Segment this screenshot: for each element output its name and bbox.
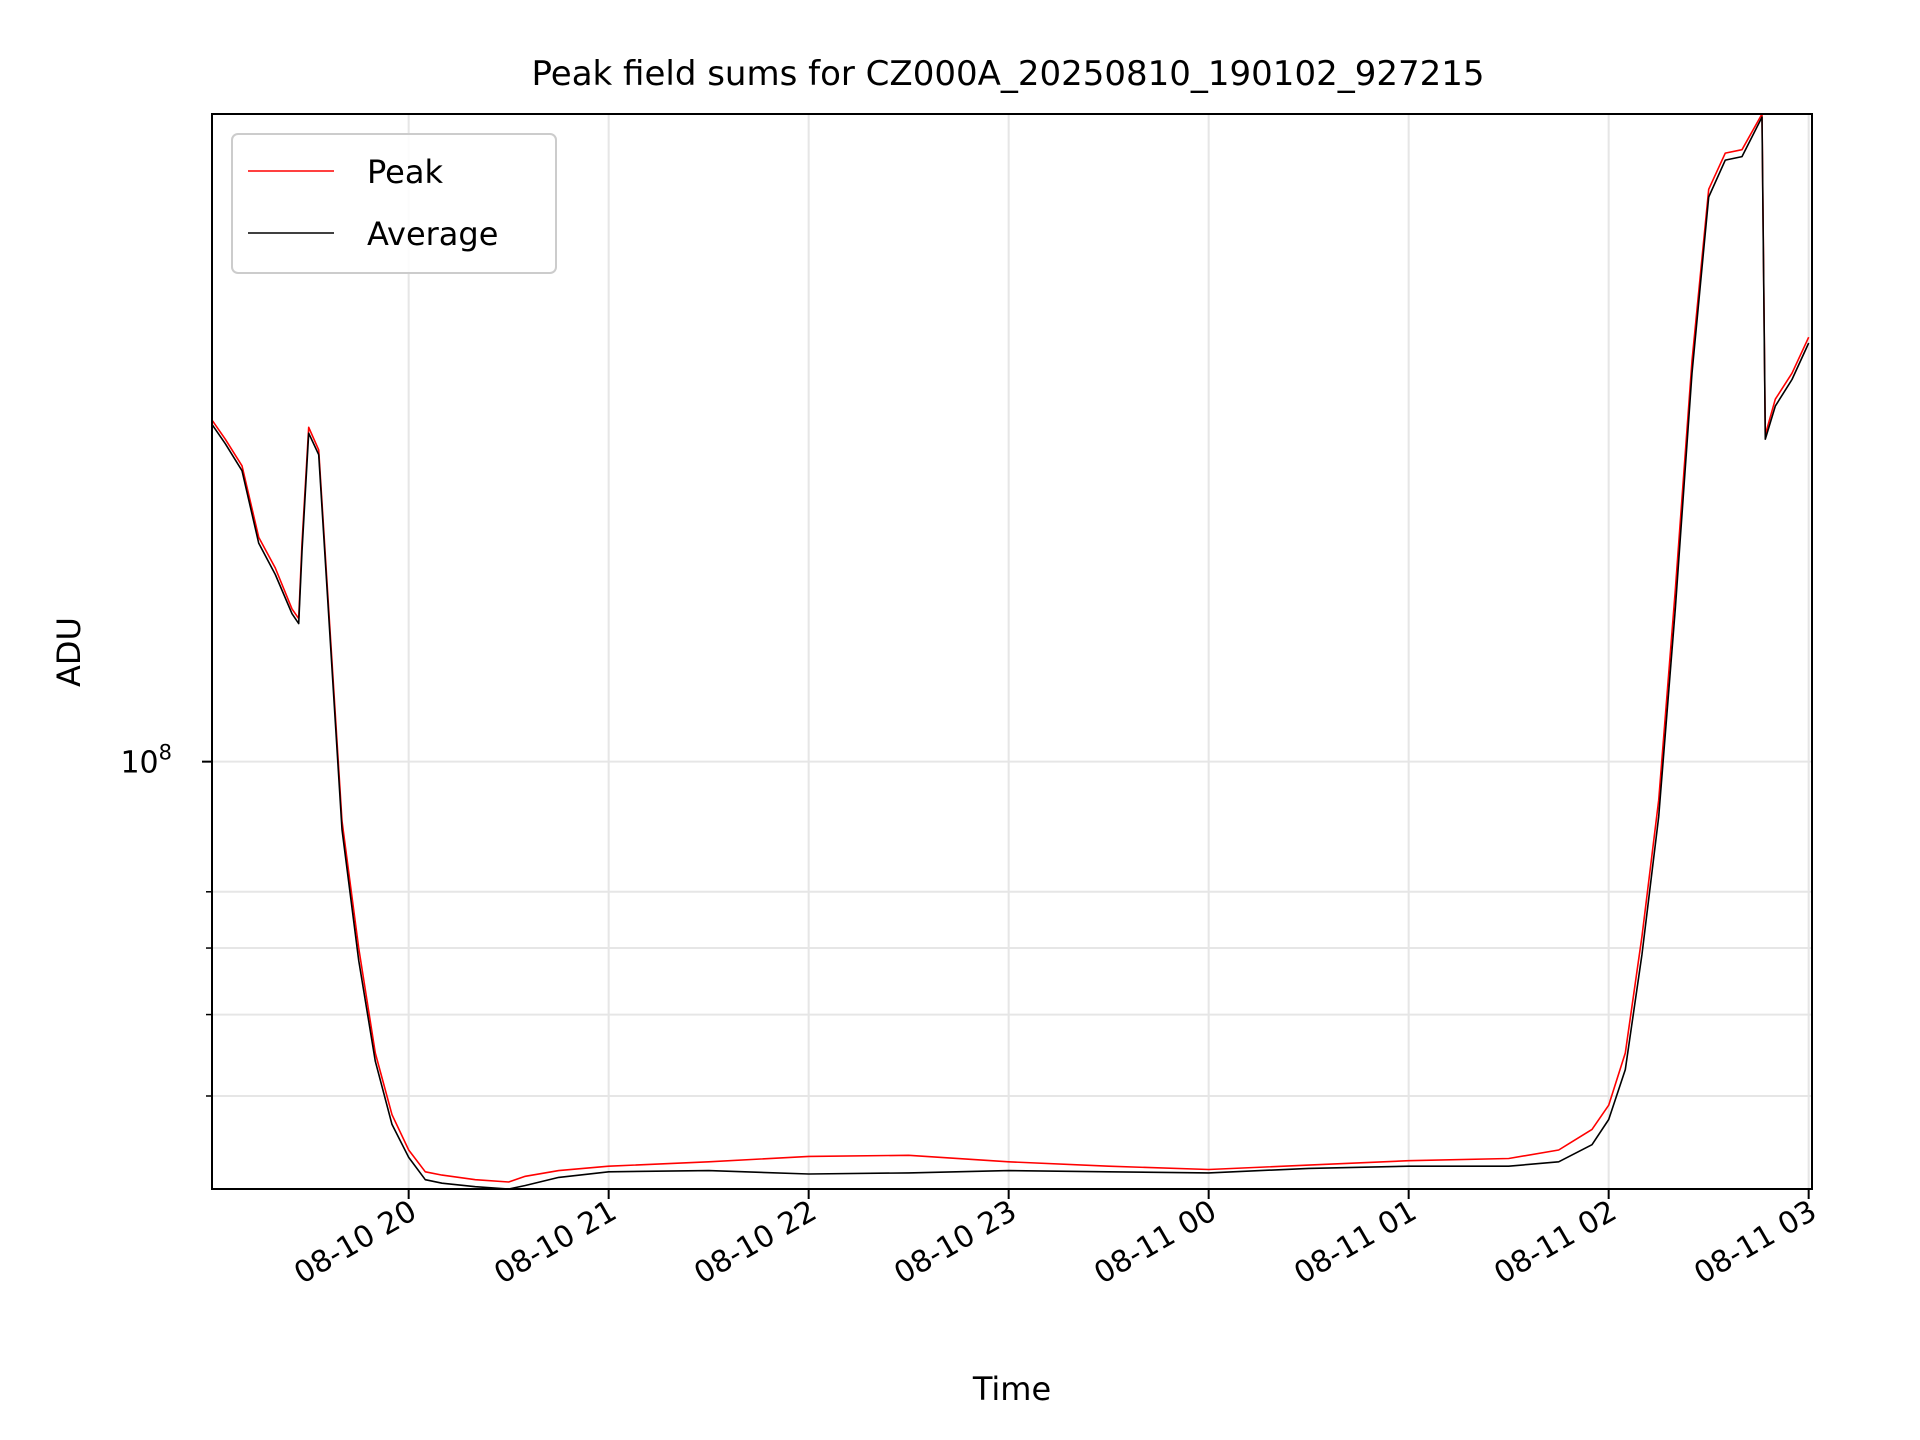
legend-label-peak: Peak xyxy=(367,153,443,191)
y-axis-label: ADU xyxy=(50,617,88,687)
plot-frame xyxy=(211,113,1813,1190)
y-tick-label: 108 xyxy=(120,741,172,781)
legend-label-average: Average xyxy=(367,215,498,253)
x-axis-label: Time xyxy=(972,1370,1051,1408)
series-layer xyxy=(211,113,1810,1190)
legend-box xyxy=(231,133,557,274)
grid xyxy=(212,114,1812,1189)
legend: Peak Average xyxy=(231,133,557,274)
y-axis: 108 xyxy=(120,741,212,1097)
plot-area xyxy=(211,113,1813,1190)
series-line-average xyxy=(211,116,1810,1190)
chart-title: Peak field sums for CZ000A_20250810_1901… xyxy=(532,54,1485,94)
plot-background xyxy=(212,114,1812,1189)
